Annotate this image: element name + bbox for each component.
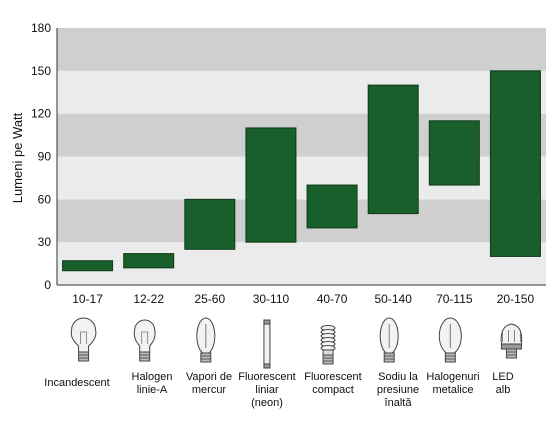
y-tick-label: 120 [31, 107, 51, 121]
bar-25-60 [184, 198, 236, 250]
grid-band [57, 70, 546, 114]
lamp-label: Fluorescent liniar (neon) [238, 371, 295, 409]
y-tick-label: 90 [38, 150, 52, 164]
x-tick-label: 70-115 [436, 292, 473, 306]
bar-50-140 [367, 84, 419, 215]
fluorescent-tube-icon [263, 319, 271, 369]
lamp-labels: Incandescent Halogen linie-A Vapori de mercu… [44, 371, 513, 409]
lamp-label: LED alb [492, 371, 513, 396]
bar-40-70 [306, 184, 358, 229]
lamp-label: Halogenuri metalice [426, 371, 479, 396]
y-tick-label: 150 [31, 64, 51, 78]
lamp-icons [70, 317, 523, 369]
x-tick-label: 10-17 [72, 292, 103, 306]
y-tick-label: 0 [44, 278, 51, 292]
y-tick-label: 30 [38, 235, 52, 249]
y-axis-label: Lumeni pe Watt [10, 112, 25, 203]
x-tick-label: 30-110 [253, 292, 290, 306]
lamp-label: Halogen linie-A [132, 371, 173, 396]
grid-band [57, 28, 546, 71]
lamp-label: Incandescent [44, 377, 109, 389]
y-tick-label: 180 [31, 21, 51, 35]
sodium-lamp-icon [379, 317, 399, 363]
x-tick-label: 25-60 [194, 292, 225, 306]
x-tick-label: 40-70 [317, 292, 348, 306]
bar-20-150 [489, 70, 541, 257]
metal-halide-lamp-icon [438, 317, 462, 363]
bars-layer [62, 70, 541, 272]
bar-10-17 [62, 260, 114, 272]
x-tick-label: 12-22 [133, 292, 164, 306]
compact-fluorescent-icon [320, 325, 336, 365]
x-tick-label: 20-150 [497, 292, 535, 306]
grid-band [57, 199, 546, 243]
x-tick-label: 50-140 [375, 292, 413, 306]
lamp-label: Sodiu la presiune înaltă [377, 371, 419, 409]
bar-70-115 [428, 120, 480, 186]
y-axis-ticks: 0 30 60 90 120 150 180 [31, 21, 51, 292]
bar-12-22 [123, 253, 175, 269]
halogen-bulb-icon [133, 319, 156, 362]
bar-30-110 [245, 127, 297, 243]
lamp-label: Vapori de mercur [186, 371, 232, 396]
lamp-label: Fluorescent compact [304, 371, 361, 396]
led-bulb-icon [500, 323, 523, 359]
x-axis-ticks: 10-17 12-22 25-60 30-110 40-70 50-140 70-115 20… [72, 292, 534, 306]
y-tick-label: 60 [38, 192, 52, 206]
mercury-vapor-lamp-icon [196, 317, 216, 363]
incandescent-bulb-icon [70, 317, 97, 362]
